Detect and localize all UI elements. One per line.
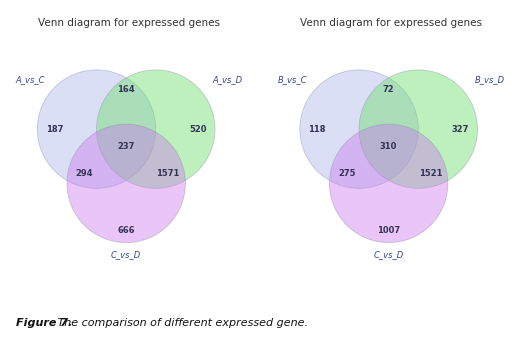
Text: 164: 164	[118, 85, 135, 94]
Text: 520: 520	[189, 125, 206, 134]
Circle shape	[97, 70, 215, 188]
Text: 327: 327	[452, 125, 469, 134]
Text: 118: 118	[308, 125, 326, 134]
Text: A_vs_C: A_vs_C	[15, 75, 45, 84]
Text: The comparison of different expressed gene.: The comparison of different expressed ge…	[54, 318, 308, 328]
Text: C_vs_D: C_vs_D	[373, 250, 404, 260]
Text: 1521: 1521	[419, 169, 443, 178]
Text: 1571: 1571	[156, 169, 180, 178]
Title: Venn diagram for expressed genes: Venn diagram for expressed genes	[300, 18, 482, 28]
Text: B_vs_D: B_vs_D	[475, 75, 505, 84]
Circle shape	[37, 70, 156, 188]
Text: 72: 72	[383, 85, 394, 94]
Circle shape	[300, 70, 418, 188]
Text: 1007: 1007	[377, 226, 400, 235]
Circle shape	[67, 124, 185, 243]
Circle shape	[359, 70, 477, 188]
Text: A_vs_D: A_vs_D	[212, 75, 243, 84]
Text: C_vs_D: C_vs_D	[111, 250, 141, 260]
Text: 275: 275	[338, 169, 355, 178]
Text: 310: 310	[380, 142, 397, 151]
Text: 237: 237	[118, 142, 135, 151]
Text: 294: 294	[76, 169, 93, 178]
Text: 187: 187	[46, 125, 64, 134]
Text: 666: 666	[118, 226, 135, 235]
Circle shape	[330, 124, 448, 243]
Text: B_vs_C: B_vs_C	[278, 75, 307, 84]
Title: Venn diagram for expressed genes: Venn diagram for expressed genes	[38, 18, 219, 28]
Text: Figure 7.: Figure 7.	[16, 318, 72, 328]
